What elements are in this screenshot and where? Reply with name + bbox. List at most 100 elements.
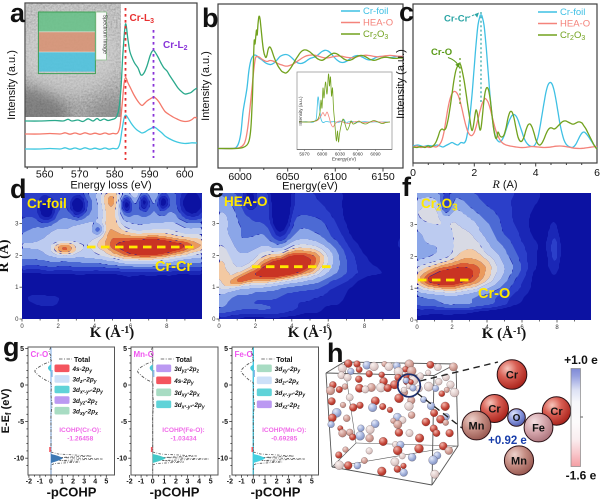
svg-text:3dz²-2py: 3dz²-2py	[73, 377, 97, 386]
svg-text:Cr-L2: Cr-L2	[163, 40, 188, 52]
svg-text:R (Å): R (Å)	[0, 239, 12, 272]
svg-text:g: g	[3, 332, 20, 362]
svg-text:+1.0 e: +1.0 e	[564, 353, 598, 367]
svg-text:0: 0	[212, 317, 216, 323]
svg-text:6050: 6050	[276, 171, 300, 183]
svg-text:2: 2	[212, 253, 216, 259]
svg-text:4s-2py: 4s-2py	[173, 378, 194, 387]
svg-text:-10: -10	[218, 456, 228, 463]
svg-text:0: 0	[20, 383, 24, 390]
svg-text:-0.69285: -0.69285	[271, 436, 297, 443]
svg-text:3dxz-2pz: 3dxz-2pz	[275, 402, 300, 411]
svg-text:R (A): R (A)	[491, 177, 517, 191]
svg-text:0: 0	[123, 383, 127, 390]
svg-text:4: 4	[290, 324, 294, 330]
svg-text:-2: -2	[227, 479, 233, 486]
svg-text:5: 5	[310, 479, 314, 486]
svg-text:3: 3	[286, 479, 290, 486]
svg-text:0: 0	[217, 324, 221, 330]
svg-text:-pCOHP: -pCOHP	[47, 485, 97, 500]
svg-text:5: 5	[104, 479, 108, 486]
svg-text:Spectrum Image: Spectrum Image	[102, 15, 108, 55]
svg-text:HEA-O: HEA-O	[560, 19, 590, 30]
svg-text:Mn-O: Mn-O	[134, 350, 154, 359]
svg-text:3: 3	[82, 479, 86, 486]
svg-text:Energy loss (eV): Energy loss (eV)	[70, 180, 151, 192]
svg-text:Cr-O: Cr-O	[431, 47, 452, 58]
svg-text:3: 3	[15, 222, 19, 228]
svg-text:K (Å-1): K (Å-1)	[288, 325, 333, 341]
svg-text:4s-2py: 4s-2py	[72, 366, 93, 375]
svg-text:6: 6	[520, 325, 524, 331]
svg-text:Cr-foil: Cr-foil	[363, 6, 388, 17]
svg-text:6100: 6100	[324, 171, 348, 183]
svg-text:d: d	[10, 174, 27, 204]
svg-text:6000: 6000	[317, 152, 328, 157]
svg-text:3: 3	[410, 223, 414, 229]
svg-text:Cr2O3: Cr2O3	[421, 196, 458, 214]
svg-text:Energy(eV): Energy(eV)	[282, 181, 338, 193]
svg-text:0: 0	[49, 479, 53, 486]
svg-text:1: 1	[60, 479, 64, 486]
svg-text:E-Ef (eV): E-Ef (eV)	[0, 388, 13, 433]
svg-text:0: 0	[224, 383, 228, 390]
svg-text:Total: Total	[276, 357, 292, 364]
svg-text:-pCOHP: -pCOHP	[150, 485, 200, 500]
svg-text:3dxy-2px: 3dxy-2px	[174, 390, 200, 399]
svg-text:Intensity (a.u.): Intensity (a.u.)	[298, 96, 303, 126]
svg-text:Intensity (a.u.): Intensity (a.u.)	[395, 49, 407, 119]
svg-text:580: 580	[106, 169, 124, 181]
svg-text:2: 2	[57, 324, 61, 330]
svg-text:3dxy-2py: 3dxy-2py	[275, 366, 301, 375]
svg-text:HEA-O: HEA-O	[224, 194, 268, 209]
svg-text:2: 2	[275, 479, 279, 486]
svg-text:2: 2	[254, 324, 258, 330]
svg-text:Cr-Cr: Cr-Cr	[155, 259, 192, 275]
svg-text:-1: -1	[238, 479, 244, 486]
svg-text:6060: 6060	[353, 152, 364, 157]
svg-text:ICOHP(Cr-O):: ICOHP(Cr-O):	[59, 427, 101, 434]
svg-text:0: 0	[151, 479, 155, 486]
svg-text:Cr-O: Cr-O	[478, 286, 510, 302]
svg-text:2: 2	[450, 325, 454, 331]
svg-text:2: 2	[71, 479, 75, 486]
svg-text:3dx²-y²-2py: 3dx²-y²-2py	[174, 402, 205, 411]
svg-text:c: c	[399, 0, 414, 27]
svg-text:5: 5	[20, 346, 24, 353]
svg-text:5: 5	[209, 479, 213, 486]
svg-text:-1: -1	[138, 479, 144, 486]
svg-text:3dyz-2pz: 3dyz-2pz	[73, 398, 98, 407]
svg-text:3: 3	[186, 479, 190, 486]
svg-text:-1.6 e: -1.6 e	[566, 469, 597, 483]
svg-text:0: 0	[410, 318, 414, 324]
svg-text:1: 1	[15, 285, 19, 291]
svg-text:3dyz-2pz: 3dyz-2pz	[174, 366, 199, 375]
svg-text:8: 8	[165, 324, 169, 330]
svg-text:600: 600	[176, 169, 194, 181]
svg-text:6: 6	[327, 324, 331, 330]
svg-text:3dx²-y²-2py: 3dx²-y²-2py	[73, 387, 104, 396]
svg-text:2: 2	[471, 167, 477, 179]
svg-text:1: 1	[212, 285, 216, 291]
svg-text:1: 1	[410, 286, 414, 292]
svg-text:6090: 6090	[370, 152, 381, 157]
svg-text:3: 3	[212, 222, 216, 228]
svg-text:-1.26458: -1.26458	[67, 436, 93, 443]
svg-text:-5: -5	[121, 419, 127, 426]
svg-text:K (Å-1): K (Å-1)	[482, 326, 527, 342]
svg-text:4: 4	[93, 324, 97, 330]
svg-text:-pCOHP: -pCOHP	[251, 485, 301, 500]
svg-text:Energy(eV): Energy(eV)	[332, 157, 357, 163]
svg-text:Mn: Mn	[511, 455, 527, 467]
svg-text:6: 6	[594, 167, 600, 179]
svg-text:-1: -1	[37, 479, 43, 486]
svg-text:b: b	[202, 3, 219, 33]
svg-text:a: a	[10, 0, 26, 28]
svg-text:Cr-O: Cr-O	[31, 350, 49, 359]
svg-text:8: 8	[363, 324, 367, 330]
svg-text:Cr-foil: Cr-foil	[560, 7, 585, 18]
svg-text:ICOHP(Fe-O):: ICOHP(Fe-O):	[162, 427, 205, 434]
svg-text:-5: -5	[18, 419, 24, 426]
svg-text:K (Å-1): K (Å-1)	[90, 325, 135, 341]
svg-text:-1.03434: -1.03434	[170, 436, 196, 443]
